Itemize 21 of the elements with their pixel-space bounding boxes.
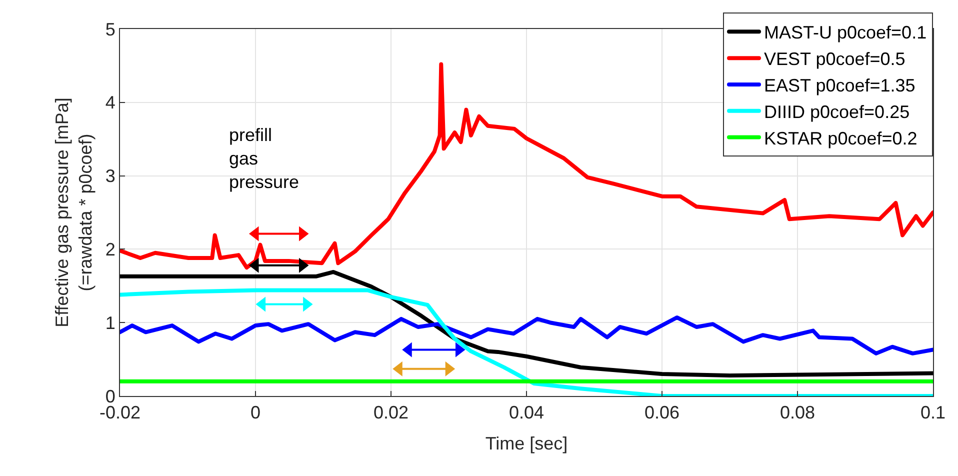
- line-series: [120, 288, 933, 396]
- x-tick-label: 0: [250, 402, 261, 423]
- legend-label: KSTAR p0coef=0.2: [764, 128, 918, 148]
- x-tick-label: 0.08: [780, 402, 816, 423]
- y-tick-label: 5: [105, 19, 116, 40]
- legend-label: VEST p0coef=0.5: [764, 49, 906, 70]
- annotation: prefill gas pressure: [229, 125, 300, 192]
- x-tick-label: 0.06: [644, 402, 680, 423]
- y-axis-title: Effective gas pressure [mPa] (=rawdata * p0coef): [52, 98, 96, 328]
- x-tick-label: 0.02: [373, 402, 409, 423]
- x-axis-title: Time [sec]: [485, 434, 568, 454]
- y-tick-label: 1: [105, 312, 116, 333]
- legend-label: DIIID p0coef=0.25: [764, 102, 910, 122]
- x-tick-label: 0.1: [920, 402, 946, 423]
- line-series: [120, 315, 933, 356]
- legend-label: MAST-U p0coef=0.1: [764, 22, 927, 43]
- y-tick-label: 3: [105, 166, 116, 186]
- y-tick-label: 2: [105, 240, 116, 260]
- legend-label: EAST p0coef=1.35: [764, 76, 916, 96]
- y-tick-label: 4: [105, 92, 116, 113]
- x-tick-label: 0.04: [508, 402, 544, 423]
